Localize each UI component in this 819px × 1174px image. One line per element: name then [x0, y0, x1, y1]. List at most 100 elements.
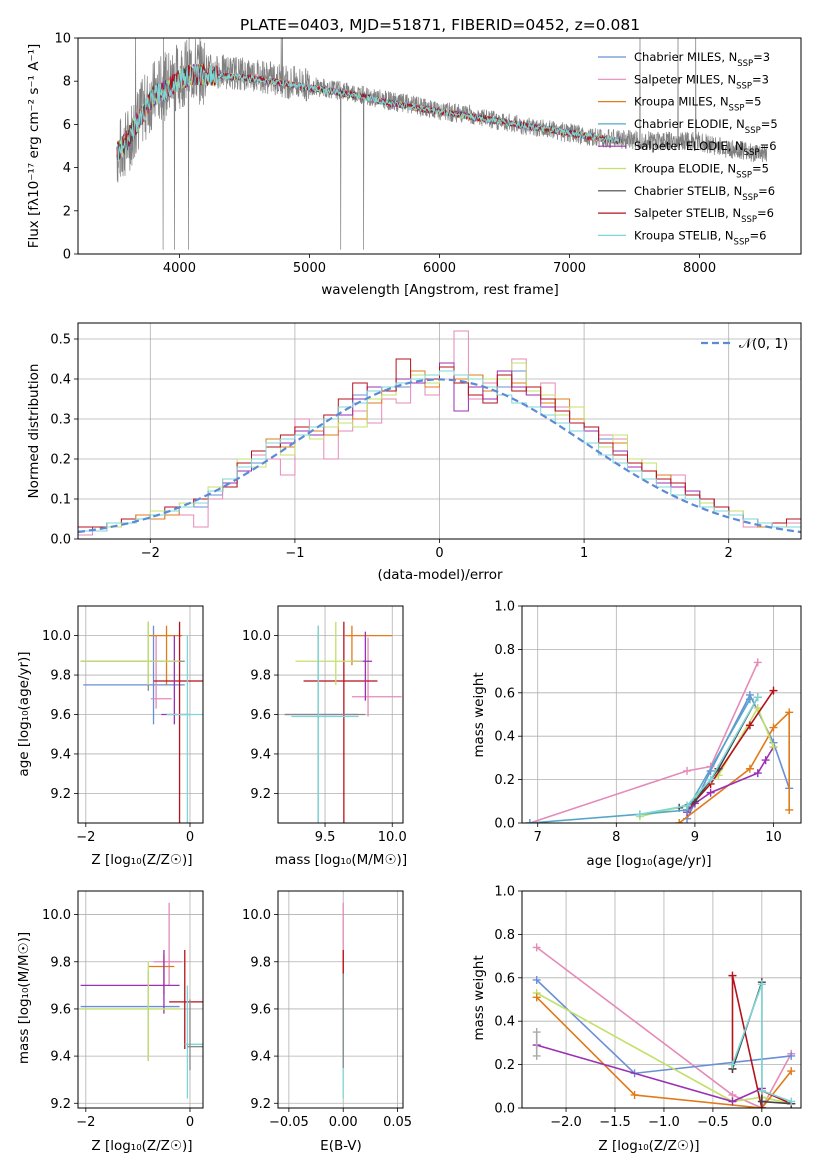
x-tick-label: 9.5: [315, 830, 336, 845]
y-tick-label: 10.0: [242, 908, 271, 923]
axes-frame: [77, 37, 802, 255]
weight-marker: [745, 764, 754, 773]
weight-line: [536, 992, 792, 1105]
weight-marker: [532, 1051, 541, 1060]
weight-marker: [753, 703, 762, 712]
weight-marker: [753, 693, 762, 702]
weight-marker: [728, 971, 737, 980]
y-tick-label: 9.2: [250, 787, 271, 802]
weight-marker: [630, 1090, 639, 1099]
y-tick-label: 9.8: [50, 669, 71, 684]
plot-area: [80, 902, 203, 1099]
errorbar-point: [150, 635, 172, 709]
x-tick-label: 8000: [683, 261, 716, 276]
plot-area: [80, 621, 203, 823]
spectrum-xlabel: wavelength [Angstrom, rest frame]: [321, 282, 559, 298]
y-tick-label: 0.0: [494, 1102, 515, 1117]
errorbar-point: [80, 621, 180, 685]
x-tick-label: 0: [186, 830, 194, 845]
age-mass-xlabel: mass [log₁₀(M/M☉)]: [275, 852, 407, 868]
axes-frame: [77, 322, 802, 540]
plot-area: [116, 38, 768, 250]
x-tick-label: 8: [612, 830, 620, 845]
axes-frame: [277, 890, 404, 1109]
weight-series: [635, 693, 762, 819]
weight-series: [635, 703, 778, 821]
y-tick-label: 6: [63, 118, 71, 133]
legend-label: Chabrier STELIB, NSSP=6: [634, 184, 775, 203]
weight-age-ylabel: mass weight: [471, 672, 487, 757]
axes-frame: [521, 605, 802, 824]
x-tick-label: 10.0: [378, 830, 407, 845]
y-tick-label: 10.0: [242, 629, 271, 644]
y-tick-label: 0.2: [494, 773, 515, 788]
age-vs-mass-panel: 9.5 10.0 9.2 9.4 9.6 9.8 10.0: [242, 605, 407, 845]
weight-marker: [525, 819, 534, 823]
weight-series: [532, 1028, 541, 1060]
legend-label: Kroupa STELIB, NSSP=6: [634, 228, 766, 247]
age-vs-metallicity-panel: −2 0 9.2 9.4 9.6 9.8 10.0: [42, 605, 204, 845]
weight-z-xlabel: Z [log₁₀(Z/Z☉)]: [598, 1138, 699, 1154]
histogram-step: [78, 370, 801, 532]
errorbar-point: [148, 625, 183, 685]
y-tick-label: 1.0: [494, 885, 515, 900]
x-tick-label: −1.5: [599, 1115, 631, 1130]
plot-area: [532, 943, 796, 1108]
weight-marker: [728, 1060, 737, 1069]
weight-vs-metallicity-panel: −2.0 −1.5 −1.0 −0.5 0.0 0.0 0.2 0.4 0.6 0.8 1.0: [494, 885, 802, 1130]
y-tick-label: 0.4: [50, 373, 71, 388]
y-tick-label: 9.6: [50, 1002, 71, 1017]
legend-label: Salpeter ELODIE, NSSP=6: [634, 139, 777, 158]
errorbar-point: [153, 621, 203, 823]
weight-line: [678, 696, 759, 809]
y-tick-label: 0.4: [494, 730, 515, 745]
grid: [522, 890, 801, 1109]
normal-curve: [78, 378, 801, 534]
x-tick-label: −2: [76, 1115, 95, 1130]
y-tick-label: 9.2: [50, 1097, 71, 1112]
y-tick-label: 9.2: [50, 787, 71, 802]
weight-marker: [683, 801, 692, 810]
errorbar-point: [80, 961, 180, 1061]
y-tick-label: 0.8: [494, 928, 515, 943]
errorbar-point: [153, 902, 183, 986]
weight-marker: [785, 708, 794, 717]
legend-label: Kroupa ELODIE, NSSP=5: [634, 162, 769, 181]
y-tick-label: 0: [63, 248, 71, 263]
weight-marker: [761, 756, 770, 765]
x-tick-label: −2.0: [550, 1115, 582, 1130]
weight-line: [639, 696, 759, 816]
y-tick-label: 0.6: [494, 686, 515, 701]
mass-vs-extinction-panel: −0.05 0.00 0.05 9.2 9.4 9.6 9.8 10.0: [242, 890, 412, 1130]
weight-marker: [785, 805, 794, 814]
weight-line: [529, 698, 751, 823]
axes-frame: [277, 605, 404, 824]
x-tick-label: −0.05: [269, 1115, 309, 1130]
y-tick-label: 1.0: [494, 600, 515, 615]
y-tick-label: 0.5: [50, 333, 71, 348]
weight-marker: [706, 775, 715, 784]
spectrum-panel: 4000 5000 6000 7000 8000 0 2 4 6 8 10 Chabrier MILE…: [54, 32, 802, 276]
weight-series: [683, 690, 794, 823]
errorbar-point: [184, 985, 203, 1099]
y-tick-label: 9.8: [250, 669, 271, 684]
x-tick-label: 7000: [553, 261, 586, 276]
errorbar-point: [303, 621, 378, 823]
x-tick-label: 10: [765, 830, 782, 845]
legend-label: Chabrier MILES, NSSP=3: [634, 50, 770, 69]
mass-vs-metallicity-panel: −2 0 9.2 9.4 9.6 9.8 10.0: [42, 890, 204, 1130]
weight-marker: [787, 1051, 796, 1060]
x-tick-label: −1: [285, 546, 304, 561]
weight-marker: [683, 766, 692, 775]
y-tick-label: 9.4: [250, 747, 271, 762]
legend-label: Kroupa MILES, NSSP=5: [634, 95, 761, 114]
residuals-panel: −2 −1 0 1 2 0.0 0.1 0.2 0.3 0.4 0.5 𝒩(0, 1): [50, 322, 802, 561]
y-tick-label: 9.8: [250, 955, 271, 970]
y-tick-label: 0.3: [50, 413, 71, 428]
errorbar-point: [284, 635, 359, 823]
errorbar-point: [161, 635, 190, 725]
y-tick-label: 9.2: [250, 1097, 271, 1112]
mass-z-ylabel: mass [log₁₀(M/M☉)]: [16, 932, 32, 1064]
errorbar-point: [295, 621, 363, 685]
